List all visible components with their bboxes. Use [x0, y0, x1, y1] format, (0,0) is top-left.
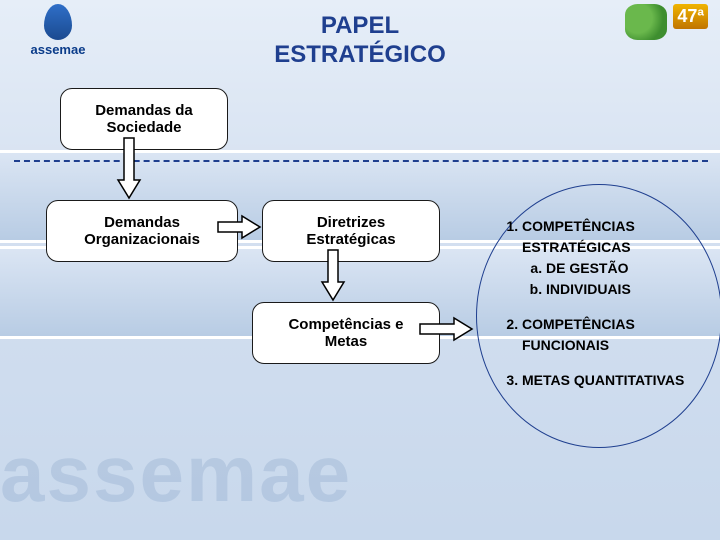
- arrow-organizacionais-to-diretrizes: [218, 216, 260, 238]
- title-line-1: PAPEL: [321, 12, 399, 39]
- list-item-1a: DE GESTÃO: [546, 258, 714, 279]
- page-title: PAPEL ESTRATÉGICO: [0, 12, 720, 70]
- competencies-list: COMPETÊNCIAS ESTRATÉGICAS DE GESTÃO INDI…: [500, 216, 714, 391]
- watermark-text: assemae: [0, 428, 352, 520]
- list-item-3: METAS QUANTITATIVAS: [522, 370, 714, 391]
- node-diretrizes: DiretrizesEstratégicas: [262, 200, 440, 262]
- node-organizacionais: DemandasOrganizacionais: [46, 200, 238, 262]
- list-item-1b: INDIVIDUAIS: [546, 279, 714, 300]
- list-item-1-label: COMPETÊNCIAS ESTRATÉGICAS: [522, 218, 635, 255]
- arrow-sociedade-to-organizacionais: [118, 138, 140, 198]
- list-item-1: COMPETÊNCIAS ESTRATÉGICAS DE GESTÃO INDI…: [522, 216, 714, 300]
- arrow-diretrizes-to-metas: [322, 250, 344, 300]
- bg-divider: [0, 150, 720, 153]
- node-metas: Competências eMetas: [252, 302, 440, 364]
- title-line-2: ESTRATÉGICO: [274, 41, 446, 68]
- list-item-2: COMPETÊNCIAS FUNCIONAIS: [522, 314, 714, 356]
- arrow-metas-to-list: [420, 318, 472, 340]
- node-sociedade: Demandas daSociedade: [60, 88, 228, 150]
